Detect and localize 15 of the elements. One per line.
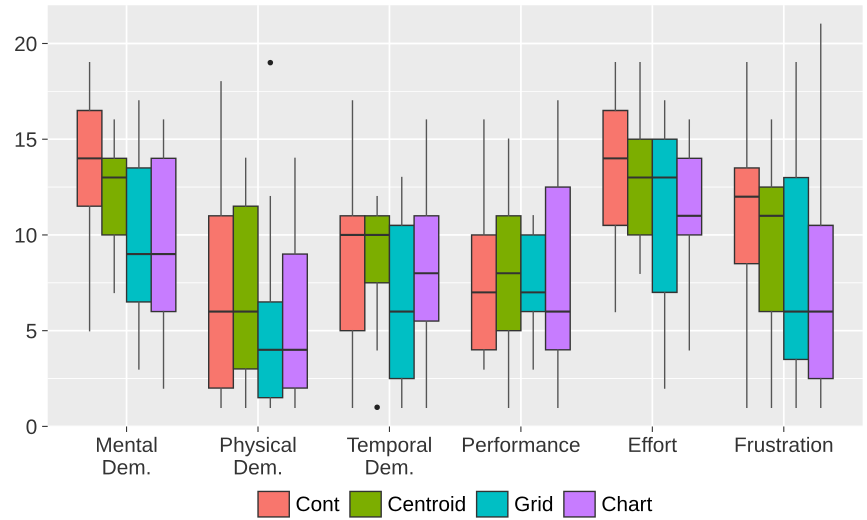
legend-label: Chart [602, 496, 652, 512]
x-tick-label: Physical Dem. [220, 436, 296, 475]
x-tick-label: Frustration [736, 436, 832, 452]
legend-label: Centroid [388, 496, 465, 512]
y-tick-label: 10 [16, 228, 36, 243]
legend-label: Grid [515, 496, 552, 512]
x-tick-label: Mental Dem. [97, 436, 156, 475]
y-tick-label: 0 [26, 419, 36, 434]
y-tick-label: 5 [26, 324, 36, 338]
x-tick-label: Temporal Dem. [347, 436, 431, 475]
x-tick-label: Performance [462, 436, 580, 452]
y-tick-label: 15 [16, 132, 36, 147]
x-tick-label: Effort [629, 436, 677, 452]
legend-label: Cont [296, 496, 340, 512]
y-tick-label: 20 [15, 36, 36, 52]
